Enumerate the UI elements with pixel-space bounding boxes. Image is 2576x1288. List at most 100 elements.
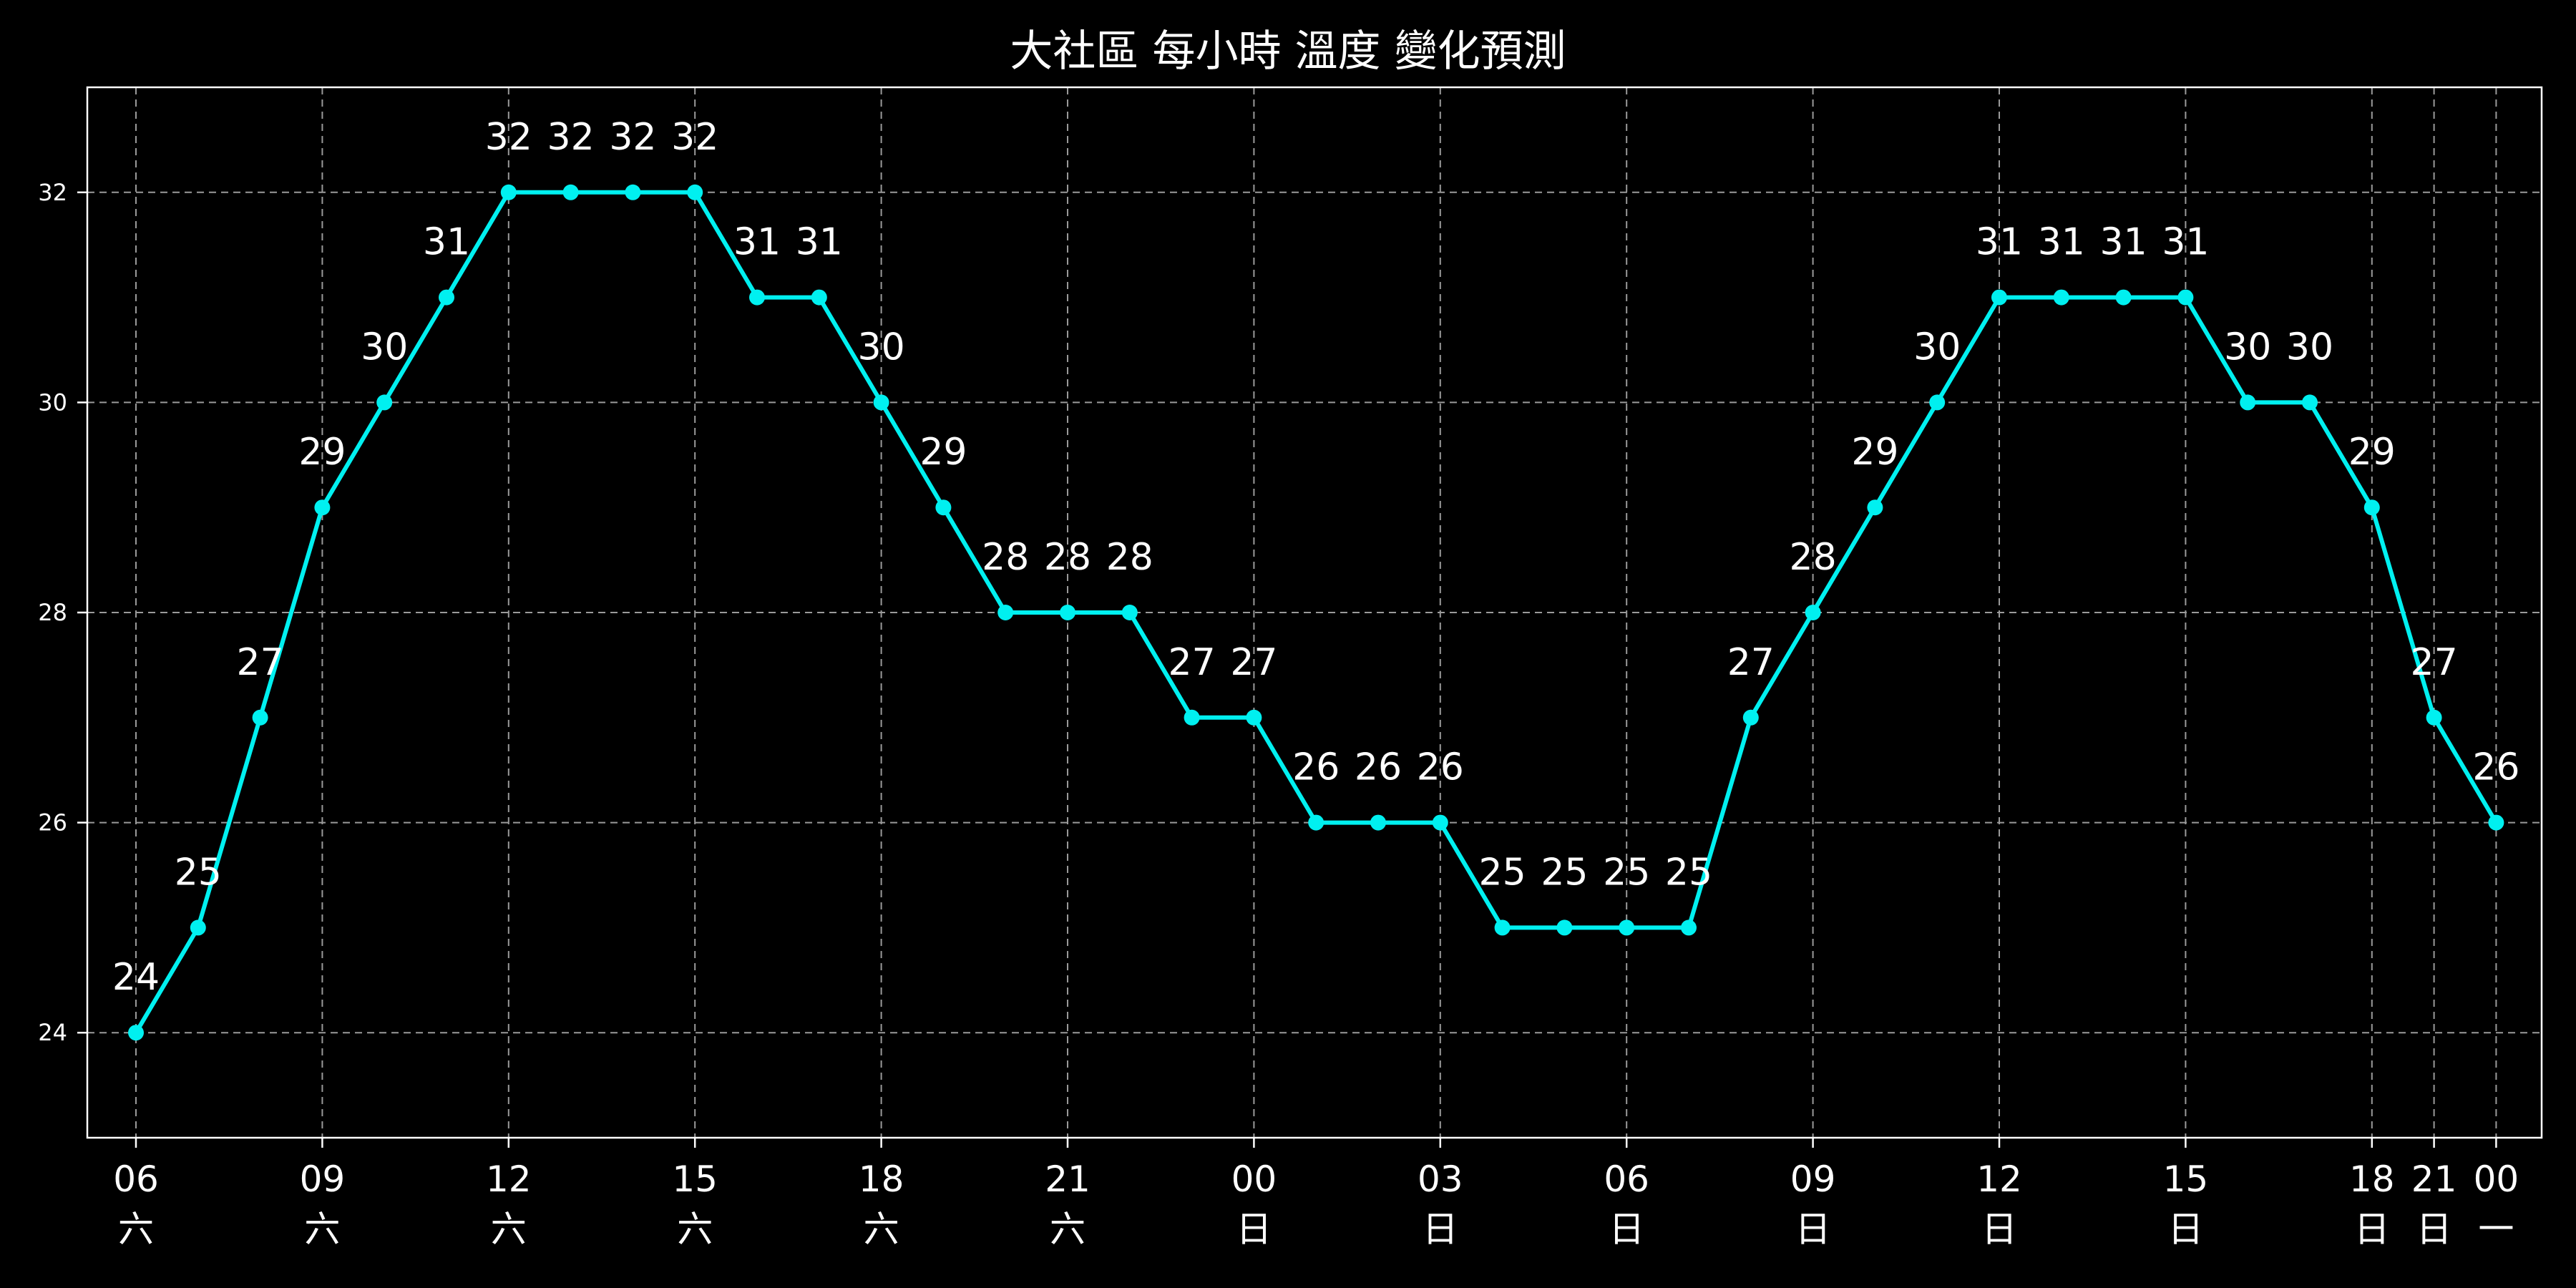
data-label: 25	[1541, 851, 1588, 894]
x-tick-day-label: 日	[2354, 1209, 2390, 1250]
x-axis-ticks: 06六09六12六15六18六21六00日03日06日09日12日15日18日2…	[113, 1138, 2519, 1250]
data-point	[811, 289, 827, 306]
x-tick-hour-label: 06	[113, 1158, 159, 1200]
data-label: 29	[2348, 431, 2396, 474]
x-tick-day-label: 日	[1609, 1209, 1644, 1250]
x-tick-hour-label: 15	[2163, 1158, 2209, 1200]
data-label: 32	[547, 116, 595, 159]
data-point	[2240, 394, 2256, 411]
data-label: 30	[2224, 326, 2271, 369]
x-tick-hour-label: 18	[859, 1158, 904, 1200]
data-label: 25	[1603, 851, 1650, 894]
data-label: 29	[1851, 431, 1898, 474]
x-tick-day-label: 六	[118, 1209, 154, 1250]
data-point	[2115, 289, 2132, 306]
x-tick-day-label: 六	[677, 1209, 713, 1250]
x-tick-day-label: 日	[1795, 1209, 1831, 1250]
x-tick-hour-label: 21	[1045, 1158, 1091, 1200]
data-label: 31	[733, 221, 781, 264]
data-label: 32	[485, 116, 532, 159]
data-point	[873, 394, 889, 411]
data-point	[1805, 605, 1821, 620]
data-label: 28	[1044, 536, 1091, 579]
data-point	[1184, 709, 1200, 726]
data-label: 27	[2411, 641, 2458, 684]
data-point	[1246, 709, 1262, 726]
data-point	[128, 1025, 144, 1041]
chart-title: 大社區 每小時 溫度 變化預測	[1010, 26, 1566, 77]
x-tick-hour-label: 00	[1231, 1158, 1277, 1200]
data-point	[687, 184, 703, 200]
data-point	[1494, 919, 1511, 936]
x-tick-hour-label: 15	[672, 1158, 718, 1200]
data-point	[1619, 919, 1635, 936]
data-label: 28	[982, 536, 1029, 579]
data-point	[1742, 709, 1759, 726]
data-label: 29	[298, 431, 346, 474]
x-tick-day-label: 六	[304, 1209, 340, 1250]
data-point	[2302, 394, 2318, 411]
x-tick-day-label: 日	[2416, 1209, 2452, 1250]
data-point	[625, 184, 641, 200]
data-label: 26	[1292, 746, 1340, 789]
data-point	[1308, 814, 1324, 831]
data-label: 32	[609, 116, 656, 159]
data-point	[2426, 709, 2442, 726]
data-point	[1681, 919, 1697, 936]
x-tick-hour-label: 21	[2411, 1158, 2457, 1200]
x-tick-hour-label: 09	[1790, 1158, 1836, 1200]
temperature-series	[128, 184, 2504, 1041]
data-point	[376, 394, 393, 411]
data-point	[1121, 605, 1138, 620]
data-label: 31	[2162, 221, 2209, 264]
data-label: 27	[237, 641, 284, 684]
x-tick-day-label: 六	[1050, 1209, 1085, 1250]
data-point	[190, 919, 206, 936]
y-tick-label: 32	[38, 179, 67, 206]
data-point	[314, 499, 331, 516]
data-label: 25	[1665, 851, 1712, 894]
data-label: 26	[2472, 746, 2519, 789]
y-tick-label: 30	[38, 389, 67, 416]
x-tick-hour-label: 12	[486, 1158, 532, 1200]
data-label: 32	[671, 116, 718, 159]
data-label: 25	[175, 851, 222, 894]
data-label: 31	[796, 221, 843, 264]
data-label: 31	[423, 221, 470, 264]
data-label: 30	[858, 326, 905, 369]
data-label: 27	[1230, 641, 1277, 684]
data-point	[2177, 289, 2194, 306]
data-label: 27	[1727, 641, 1775, 684]
data-label: 29	[919, 431, 967, 474]
y-axis-ticks: 24 26 28 30 32	[38, 179, 87, 1046]
data-point	[749, 289, 765, 306]
data-label: 30	[361, 326, 408, 369]
data-label: 28	[1106, 536, 1153, 579]
data-label: 24	[112, 956, 160, 999]
x-tick-hour-label: 12	[1976, 1158, 2022, 1200]
data-point	[500, 184, 517, 200]
data-point	[439, 289, 454, 306]
x-tick-day-label: 日	[1423, 1209, 1458, 1250]
x-tick-day-label: 六	[491, 1209, 527, 1250]
data-label: 30	[1913, 326, 1961, 369]
data-point	[1432, 814, 1448, 831]
data-label: 31	[2038, 221, 2085, 264]
data-point	[1867, 499, 1883, 516]
y-tick-label: 24	[38, 1019, 67, 1046]
x-tick-hour-label: 18	[2349, 1158, 2395, 1200]
data-point	[997, 605, 1014, 620]
x-tick-day-label: 日	[1236, 1209, 1272, 1250]
data-label: 31	[2100, 221, 2147, 264]
data-labels: 24 25 27 29 30 31 32 32 32 32 31 31 30 29 28 28 28 27 27 26…	[112, 116, 2520, 999]
data-point	[1929, 394, 1946, 411]
data-label: 30	[2286, 326, 2333, 369]
data-label: 26	[1417, 746, 1464, 789]
data-label: 25	[1479, 851, 1526, 894]
y-tick-label: 26	[38, 809, 67, 836]
y-tick-label: 28	[38, 599, 67, 626]
data-point	[1991, 289, 2007, 306]
data-label: 31	[1976, 221, 2023, 264]
